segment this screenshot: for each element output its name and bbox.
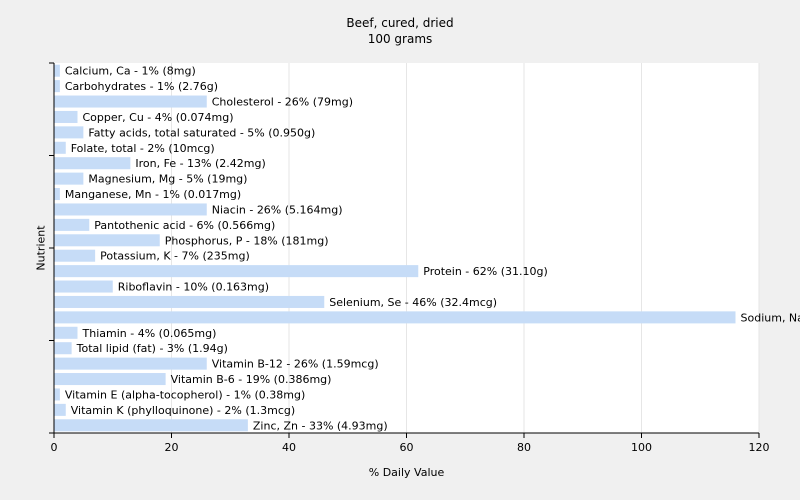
bar-label: Magnesium, Mg - 5% (19mg): [88, 173, 247, 186]
bar-label: Niacin - 26% (5.164mg): [212, 203, 343, 216]
bar-label: Thiamin - 4% (0.065mg): [82, 327, 217, 340]
bar-label: Total lipid (fat) - 3% (1.94g): [76, 342, 228, 355]
bar-label: Riboflavin - 10% (0.163mg): [118, 281, 269, 294]
bars: Calcium, Ca - 1% (8mg) Carbohydrates - 1%…: [54, 64, 800, 432]
bar: [54, 280, 113, 293]
bar-label: Calcium, Ca - 1% (8mg): [65, 65, 196, 78]
chart-subtitle: 100 grams: [367, 32, 433, 46]
x-tick-label: 60: [400, 441, 414, 454]
axes: 0 20 40 60 80 100 120: [49, 62, 770, 454]
bar-label: Copper, Cu - 4% (0.074mg): [83, 111, 234, 124]
bar: [54, 311, 736, 324]
bar: [54, 110, 78, 123]
bar: [54, 342, 72, 355]
bar: [54, 326, 78, 339]
bar-label: Potassium, K - 7% (235mg): [100, 250, 250, 263]
x-axis-label: % Daily Value: [368, 466, 445, 479]
bar-label: Zinc, Zn - 33% (4.93mg): [253, 419, 388, 432]
bar: [54, 172, 84, 185]
bar: [54, 218, 90, 231]
bar: [54, 265, 419, 278]
bar: [54, 157, 131, 170]
bar-label: Vitamin K (phylloquinone) - 2% (1.3mcg): [71, 404, 295, 417]
bar-label: Vitamin E (alpha-tocopherol) - 1% (0.38m…: [65, 388, 305, 401]
bar: [54, 295, 325, 308]
x-tick-label: 100: [631, 441, 652, 454]
bar-label: Phosphorus, P - 18% (181mg): [165, 234, 329, 247]
bar: [54, 80, 60, 93]
bar: [54, 95, 207, 108]
bar-label: Cholesterol - 26% (79mg): [212, 96, 353, 109]
bar-label: Vitamin B-12 - 26% (1.59mcg): [212, 358, 379, 371]
x-tick-label: 0: [51, 441, 58, 454]
chart-title: Beef, cured, dried: [346, 16, 454, 30]
bar: [54, 357, 207, 370]
x-tick-label: 80: [517, 441, 531, 454]
bar: [54, 64, 60, 77]
x-tick-label: 40: [282, 441, 296, 454]
bar: [54, 373, 166, 386]
x-tick-label: 120: [749, 441, 770, 454]
bar: [54, 141, 66, 154]
bar: [54, 249, 96, 262]
gridlines: [171, 63, 760, 433]
bar-label: Fatty acids, total saturated - 5% (0.950…: [88, 126, 315, 139]
bar: [54, 419, 248, 432]
bar: [54, 126, 84, 139]
bar-label: Carbohydrates - 1% (2.76g): [65, 80, 218, 93]
bar-label: Pantothenic acid - 6% (0.566mg): [94, 219, 275, 232]
bar-label: Iron, Fe - 13% (2.42mg): [135, 157, 265, 170]
bar-label: Sodium, Na - 116% (2790mg): [741, 311, 800, 324]
bar-label: Protein - 62% (31.10g): [423, 265, 548, 278]
bar: [54, 234, 160, 247]
bar-label: Folate, total - 2% (10mcg): [71, 142, 215, 155]
bar-label: Vitamin B-6 - 19% (0.386mg): [171, 373, 332, 386]
x-tick-label: 20: [165, 441, 179, 454]
y-axis-label: Nutrient: [34, 225, 48, 271]
bar-label: Manganese, Mn - 1% (0.017mg): [65, 188, 241, 201]
bar: [54, 403, 66, 416]
bar-label: Selenium, Se - 46% (32.4mcg): [329, 296, 497, 309]
bar: [54, 188, 60, 201]
bar: [54, 203, 207, 216]
bar: [54, 388, 60, 401]
